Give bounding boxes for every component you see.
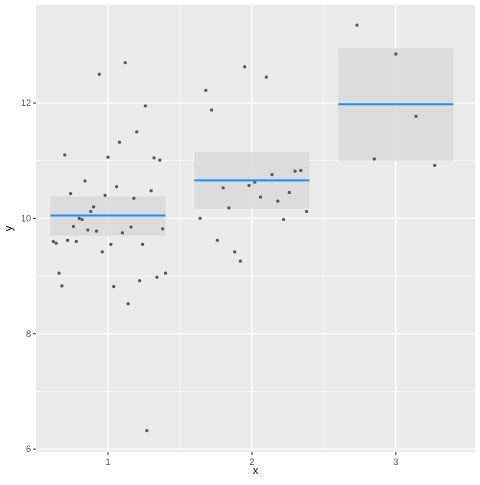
data-point bbox=[97, 72, 101, 76]
data-point bbox=[123, 61, 127, 65]
data-point bbox=[204, 88, 208, 92]
data-point bbox=[83, 179, 87, 183]
data-point bbox=[247, 183, 251, 188]
data-point bbox=[276, 199, 280, 203]
data-point bbox=[115, 185, 119, 189]
data-point bbox=[145, 429, 149, 433]
data-point bbox=[355, 23, 359, 27]
x-tick-label: 2 bbox=[249, 457, 254, 467]
y-tick-label: 8 bbox=[26, 329, 31, 339]
data-point bbox=[94, 229, 99, 233]
data-point bbox=[433, 163, 437, 167]
data-point bbox=[287, 190, 291, 195]
data-point bbox=[161, 227, 165, 231]
data-point bbox=[60, 284, 64, 288]
data-point bbox=[143, 104, 147, 108]
data-point bbox=[158, 158, 162, 162]
data-point bbox=[138, 279, 142, 283]
data-point bbox=[264, 75, 268, 79]
data-point bbox=[163, 271, 168, 275]
y-tick-label: 6 bbox=[26, 444, 31, 454]
data-point bbox=[100, 250, 104, 254]
data-point bbox=[372, 157, 376, 161]
data-point bbox=[89, 209, 93, 214]
data-point bbox=[414, 114, 418, 118]
data-point bbox=[394, 52, 398, 56]
data-point bbox=[112, 284, 116, 289]
y-tick-label: 10 bbox=[21, 213, 31, 223]
data-point bbox=[198, 216, 202, 221]
data-point bbox=[80, 217, 84, 222]
data-point bbox=[120, 231, 124, 235]
data-point bbox=[135, 130, 139, 134]
data-point bbox=[86, 228, 90, 232]
data-point bbox=[68, 192, 73, 196]
data-point bbox=[91, 205, 96, 209]
data-point bbox=[227, 206, 231, 210]
data-point bbox=[66, 238, 70, 242]
data-point bbox=[238, 259, 242, 263]
data-point bbox=[71, 224, 76, 229]
data-point bbox=[132, 196, 136, 200]
data-point bbox=[215, 238, 219, 242]
data-point bbox=[117, 140, 122, 144]
data-point bbox=[77, 216, 81, 221]
data-point bbox=[152, 156, 156, 160]
data-point bbox=[233, 250, 237, 254]
data-point bbox=[140, 242, 145, 246]
y-axis-title: y bbox=[3, 225, 15, 231]
data-point bbox=[106, 155, 110, 159]
y-tick-label: 12 bbox=[21, 98, 31, 108]
data-point bbox=[63, 153, 67, 157]
data-point bbox=[57, 271, 61, 275]
data-point bbox=[210, 108, 214, 112]
data-point bbox=[126, 302, 130, 306]
data-point bbox=[258, 195, 263, 199]
data-point bbox=[149, 189, 153, 193]
data-point bbox=[270, 172, 274, 177]
data-point bbox=[51, 239, 55, 244]
data-point bbox=[221, 186, 225, 190]
x-tick-label: 1 bbox=[105, 457, 110, 467]
data-point bbox=[243, 65, 247, 69]
x-tick-label: 3 bbox=[393, 457, 398, 467]
data-point bbox=[54, 241, 58, 245]
data-point bbox=[155, 275, 159, 279]
data-point bbox=[129, 225, 133, 229]
data-point bbox=[304, 209, 309, 214]
data-point bbox=[74, 239, 78, 244]
x-axis-title: x bbox=[253, 465, 259, 477]
data-point bbox=[281, 217, 286, 222]
data-point bbox=[299, 168, 303, 173]
data-point bbox=[293, 169, 297, 173]
data-point bbox=[103, 193, 107, 197]
data-point bbox=[109, 242, 113, 246]
